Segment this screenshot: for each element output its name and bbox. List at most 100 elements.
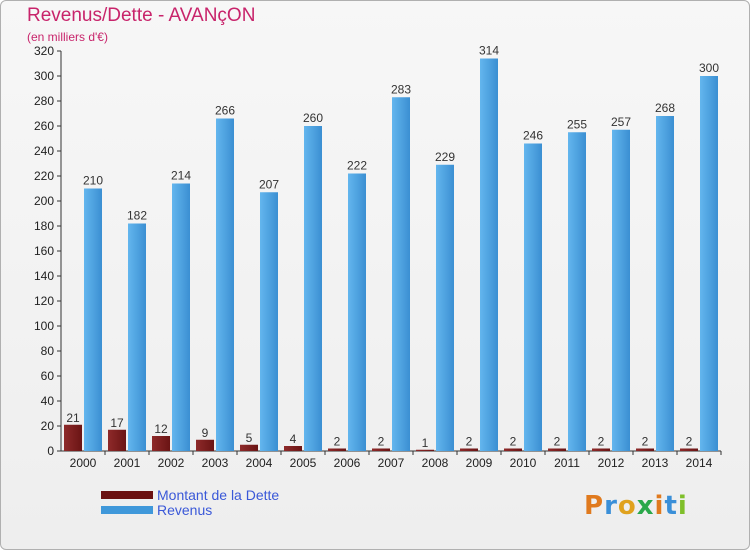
bar-revenue — [348, 173, 366, 451]
x-tick-label: 2006 — [334, 456, 361, 470]
x-tick-label: 2003 — [202, 456, 229, 470]
x-tick-label: 2012 — [598, 456, 625, 470]
legend-label-debt: Montant de la Dette — [157, 486, 280, 503]
x-tick-label: 2014 — [686, 456, 713, 470]
y-tick-label: 300 — [34, 69, 54, 83]
bar-debt — [592, 448, 610, 451]
data-label-debt: 2 — [378, 435, 385, 449]
data-label-revenue: 257 — [611, 115, 631, 129]
y-tick-label: 80 — [41, 344, 55, 358]
y-tick-label: 0 — [47, 444, 54, 458]
data-label-debt: 2 — [466, 435, 473, 449]
bar-revenue — [216, 118, 234, 451]
data-label-revenue: 268 — [655, 101, 675, 115]
x-tick-label: 2005 — [290, 456, 317, 470]
legend-item-debt: Montant de la Dette — [101, 486, 280, 503]
chart-subtitle: (en milliers d'€) — [27, 30, 108, 44]
proxiti-logo: Proxiti — [584, 491, 688, 521]
bar-debt — [240, 444, 258, 451]
bar-revenue — [524, 143, 542, 451]
data-label-debt: 2 — [334, 435, 341, 449]
bar-revenue — [568, 132, 586, 451]
bar-debt — [108, 429, 126, 451]
y-tick-label: 200 — [34, 194, 54, 208]
bar-debt — [504, 448, 522, 451]
x-tick-label: 2008 — [422, 456, 449, 470]
chart-title: Revenus/Dette - AVANçON — [27, 5, 256, 26]
bar-revenue — [260, 192, 278, 451]
logo-letter: o — [617, 491, 637, 521]
y-tick-label: 180 — [34, 219, 54, 233]
data-label-revenue: 214 — [171, 169, 191, 183]
data-label-debt: 2 — [686, 435, 693, 449]
data-label-revenue: 283 — [391, 82, 411, 96]
data-label-revenue: 222 — [347, 159, 367, 173]
y-tick-label: 140 — [34, 269, 54, 283]
bar-debt — [460, 448, 478, 451]
data-label-debt: 9 — [202, 426, 209, 440]
y-tick-label: 160 — [34, 244, 54, 258]
bar-revenue — [700, 76, 718, 451]
legend-swatch-debt — [101, 490, 153, 499]
bar-debt — [416, 449, 434, 451]
legend: Montant de la Dette Revenus — [101, 486, 280, 518]
data-label-revenue: 300 — [699, 61, 719, 75]
y-tick-label: 120 — [34, 294, 54, 308]
data-label-revenue: 207 — [259, 177, 279, 191]
y-tick-label: 280 — [34, 94, 54, 108]
bar-revenue — [84, 188, 102, 451]
data-label-revenue: 246 — [523, 129, 543, 143]
bar-debt — [372, 448, 390, 451]
data-label-debt: 5 — [246, 431, 253, 445]
legend-item-revenue: Revenus — [101, 501, 279, 518]
data-label-debt: 1 — [422, 436, 429, 450]
logo-letter: P — [584, 491, 605, 521]
x-tick-label: 2013 — [642, 456, 669, 470]
logo-letter: i — [677, 491, 688, 521]
logo-letter: r — [604, 491, 618, 521]
bar-revenue — [436, 164, 454, 451]
bar-revenue — [172, 183, 190, 451]
bar-revenue — [480, 58, 498, 451]
data-label-debt: 2 — [642, 435, 649, 449]
x-tick-label: 2010 — [510, 456, 537, 470]
y-tick-label: 100 — [34, 319, 54, 333]
data-label-debt: 17 — [110, 416, 124, 430]
data-label-revenue: 314 — [479, 44, 499, 58]
data-label-revenue: 182 — [127, 209, 147, 223]
bar-revenue — [304, 126, 322, 451]
data-label-revenue: 229 — [435, 150, 455, 164]
y-tick-label: 20 — [41, 419, 55, 433]
bar-debt — [636, 448, 654, 451]
y-tick-label: 40 — [41, 394, 55, 408]
bar-revenue — [128, 223, 146, 451]
data-label-debt: 2 — [510, 435, 517, 449]
data-label-debt: 12 — [154, 422, 168, 436]
data-label-debt: 4 — [290, 432, 297, 446]
bar-revenue — [612, 129, 630, 451]
bar-revenue — [656, 116, 674, 451]
x-tick-label: 2009 — [466, 456, 493, 470]
y-tick-label: 220 — [34, 169, 54, 183]
logo-letter: i — [654, 491, 665, 521]
data-label-revenue: 210 — [83, 174, 103, 188]
x-tick-label: 2001 — [114, 456, 141, 470]
data-label-revenue: 255 — [567, 117, 587, 131]
x-tick-label: 2000 — [70, 456, 97, 470]
y-tick-label: 260 — [34, 119, 54, 133]
data-label-revenue: 260 — [303, 111, 323, 125]
bar-debt — [548, 448, 566, 451]
data-label-revenue: 266 — [215, 104, 235, 118]
logo-letter: x — [636, 491, 655, 521]
legend-label-revenue: Revenus — [157, 501, 213, 518]
x-tick-label: 2004 — [246, 456, 273, 470]
x-tick-label: 2011 — [554, 456, 580, 470]
data-label-debt: 2 — [598, 435, 605, 449]
bar-debt — [328, 448, 346, 451]
legend-swatch-revenue — [101, 505, 153, 514]
bar-debt — [196, 439, 214, 451]
bar-debt — [152, 436, 170, 451]
bar-debt — [64, 424, 82, 451]
